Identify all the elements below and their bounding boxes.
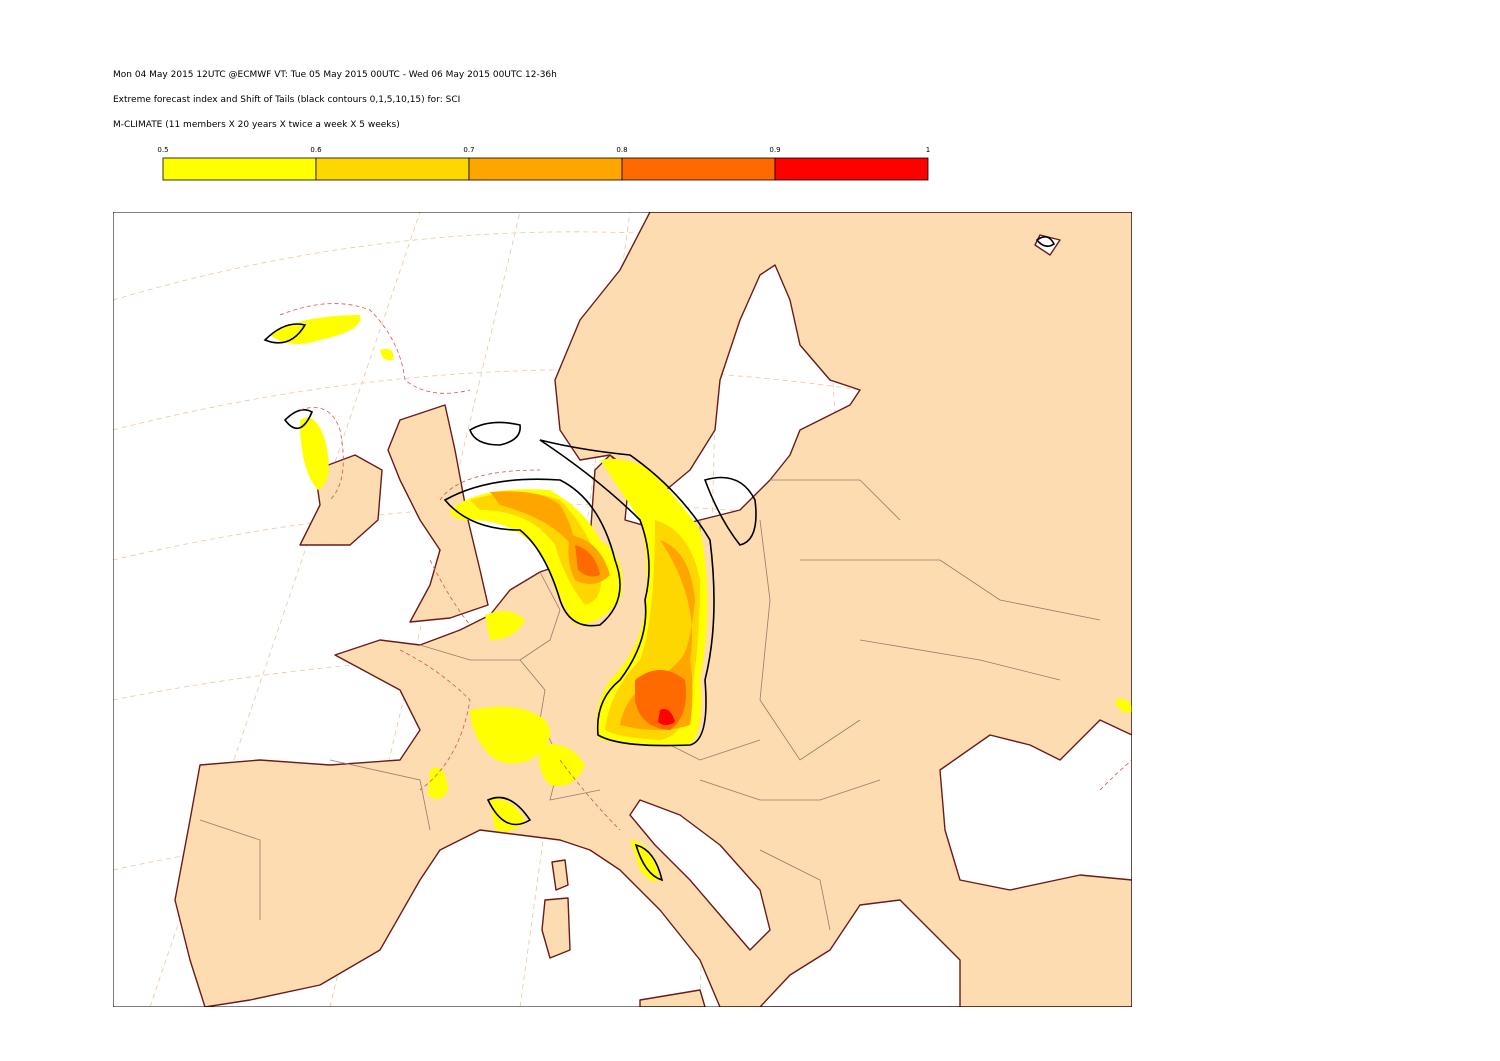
colorbar: 0.5 0.6 0.7 0.8 0.9 1 bbox=[157, 146, 930, 181]
colorbar-tick-label: 0.5 bbox=[157, 146, 168, 154]
header-line: M-CLIMATE (11 members X 20 years X twice… bbox=[113, 120, 400, 130]
efi-area bbox=[490, 799, 525, 832]
efi-area bbox=[635, 670, 686, 730]
aegean-sea bbox=[759, 899, 961, 1007]
colorbar-tick-label: 0.9 bbox=[769, 146, 780, 154]
efi-area bbox=[470, 706, 550, 764]
efi-zero-contour bbox=[279, 303, 1132, 831]
shift-of-tails-contour bbox=[263, 236, 1056, 882]
colorbar-segment bbox=[162, 157, 317, 181]
efi-area bbox=[428, 767, 448, 799]
colorbar-tick-label: 0.7 bbox=[463, 146, 474, 154]
efi-area bbox=[470, 492, 601, 605]
colorbar-tick-label: 0.8 bbox=[616, 146, 627, 154]
sicily bbox=[639, 989, 706, 1007]
efi-area bbox=[575, 545, 600, 577]
efi-area bbox=[490, 491, 575, 550]
colorbar-segment bbox=[468, 157, 623, 181]
colorbar-tick-label: 1 bbox=[926, 146, 930, 154]
efi-area bbox=[485, 611, 525, 640]
header-line: Extreme forecast index and Shift of Tail… bbox=[113, 95, 460, 105]
colorbar-tick-label: 0.6 bbox=[310, 146, 322, 154]
corsica bbox=[551, 859, 569, 891]
map bbox=[113, 212, 1132, 1007]
efi-area bbox=[380, 348, 394, 361]
efi-area bbox=[270, 315, 361, 344]
sardinia bbox=[541, 897, 571, 959]
colorbar-segment bbox=[315, 157, 470, 181]
efi-area bbox=[538, 744, 585, 786]
efi-field bbox=[270, 315, 1132, 882]
efi-area bbox=[658, 708, 675, 725]
colorbar-segment bbox=[621, 157, 776, 181]
great-britain bbox=[387, 404, 489, 623]
colorbar-segment bbox=[774, 157, 929, 181]
country-borders bbox=[199, 479, 1101, 931]
efi-area bbox=[1115, 698, 1132, 713]
white-sea bbox=[1034, 234, 1061, 256]
adriatic-sea bbox=[629, 799, 771, 951]
header-line: Mon 04 May 2015 12UTC @ECMWF VT: Tue 05 … bbox=[113, 70, 557, 80]
black-sea bbox=[939, 719, 1132, 891]
efi-area bbox=[300, 417, 329, 490]
